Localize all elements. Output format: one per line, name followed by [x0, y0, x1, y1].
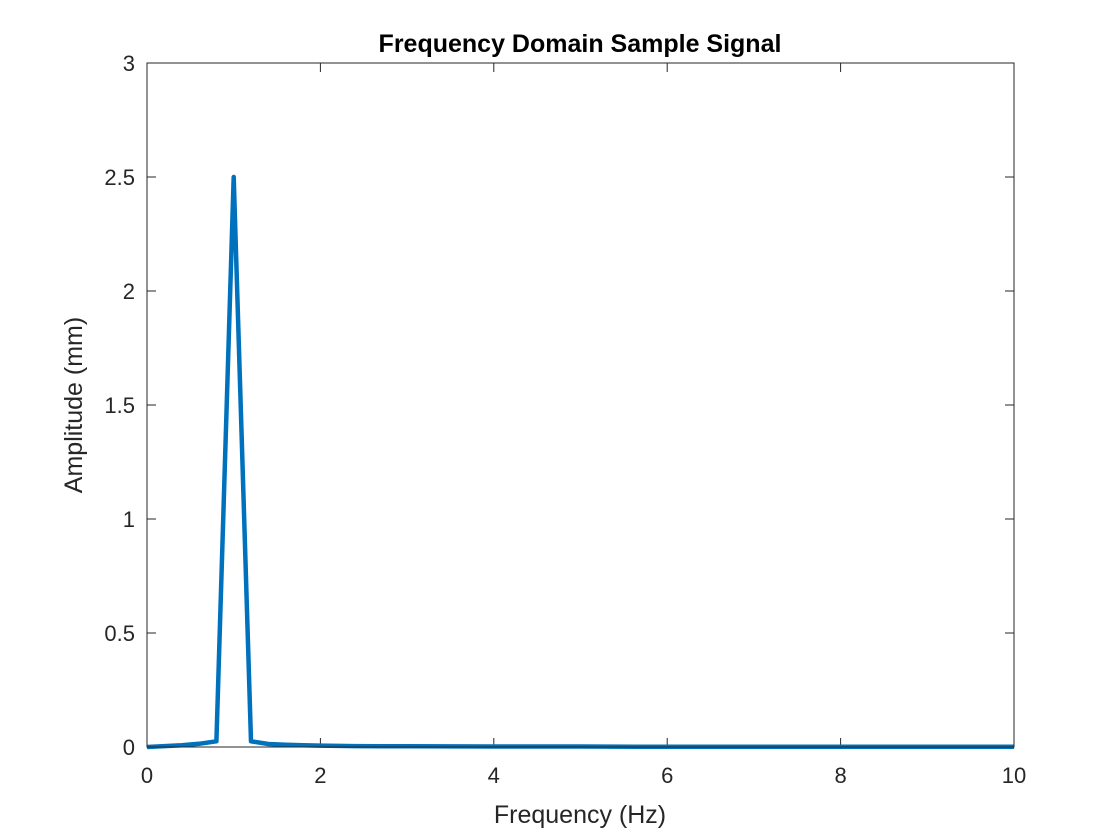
x-tick-label: 2: [314, 763, 326, 788]
y-tick-label: 0: [123, 735, 135, 760]
y-tick-label: 1.5: [104, 393, 135, 418]
y-tick-label: 0.5: [104, 621, 135, 646]
y-tick-label: 2.5: [104, 165, 135, 190]
x-tick-label: 10: [1002, 763, 1026, 788]
x-tick-label: 0: [141, 763, 153, 788]
x-axis-label: Frequency (Hz): [494, 801, 666, 829]
labels-layer: 0 2 4 6 8 10 0 0.5 1 1.5 2 2.5 3: [104, 51, 1026, 788]
axes-box: [146, 62, 1015, 748]
x-tick-label: 4: [488, 763, 500, 788]
plot-area: [147, 63, 1014, 747]
x-tick-label: 8: [834, 763, 846, 788]
y-tick-label: 3: [123, 51, 135, 76]
y-tick-label: 2: [123, 279, 135, 304]
chart-title: Frequency Domain Sample Signal: [379, 30, 782, 58]
y-axis-label: Amplitude (mm): [60, 317, 88, 493]
x-tick-label: 6: [661, 763, 673, 788]
y-tick-label: 1: [123, 507, 135, 532]
